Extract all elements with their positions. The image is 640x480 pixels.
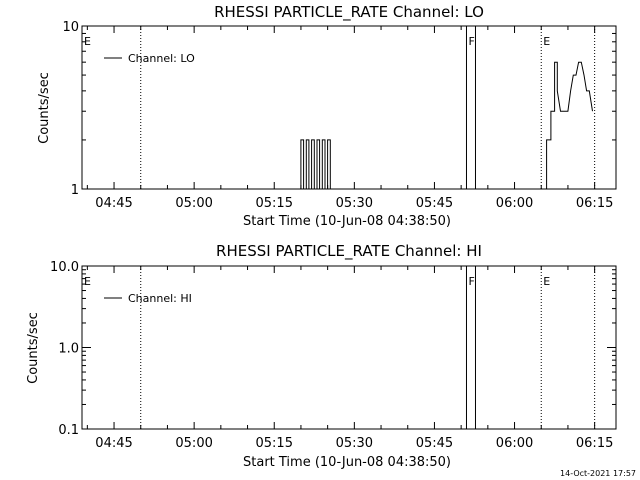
x-tick-label: 05:15 bbox=[256, 436, 293, 451]
x-tick-label: 05:00 bbox=[175, 196, 212, 211]
panel-lo-legend-label: Channel: LO bbox=[128, 52, 195, 65]
annotation-label: F bbox=[468, 275, 474, 288]
annotation-label: F bbox=[468, 35, 474, 48]
series-line bbox=[300, 61, 593, 190]
x-tick-label: 05:45 bbox=[416, 436, 453, 451]
annotation-label: E bbox=[84, 35, 91, 48]
panel-lo-title: RHESSI PARTICLE_RATE Channel: LO bbox=[214, 3, 484, 22]
y-tick-label: 0.1 bbox=[58, 423, 79, 438]
x-tick-label: 06:15 bbox=[576, 196, 613, 211]
annotation-label: E bbox=[543, 35, 550, 48]
y-tick-label: 10 bbox=[62, 20, 79, 35]
x-tick-label: 05:00 bbox=[175, 436, 212, 451]
panel-lo-y-label: Counts/sec bbox=[37, 72, 52, 144]
panel-lo-frame bbox=[81, 25, 617, 190]
y-tick-label: 1.0 bbox=[58, 342, 79, 357]
panel-lo: RHESSI PARTICLE_RATE Channel: LO 04:45 05… bbox=[37, 3, 617, 229]
y-tick-label: 1 bbox=[71, 183, 79, 198]
x-tick-label: 05:30 bbox=[336, 436, 373, 451]
panel-hi-y-axis: 0.1 1.0 10.0 bbox=[50, 260, 616, 438]
y-tick-label: 10.0 bbox=[50, 260, 79, 275]
x-tick-label: 06:15 bbox=[576, 436, 613, 451]
panel-lo-x-axis: 04:45 05:00 05:15 05:30 05:45 06:00 06:15 bbox=[86, 26, 613, 211]
panel-hi-frame bbox=[81, 265, 617, 430]
panel-hi-y-label: Counts/sec bbox=[26, 312, 41, 384]
x-tick-label: 06:00 bbox=[496, 196, 533, 211]
panel-lo-x-label: Start Time (10-Jun-08 04:38:50) bbox=[243, 214, 451, 229]
x-tick-label: 04:45 bbox=[95, 196, 132, 211]
annotation-label: E bbox=[543, 275, 550, 288]
x-tick-label: 06:00 bbox=[496, 436, 533, 451]
panel-hi-title: RHESSI PARTICLE_RATE Channel: HI bbox=[216, 242, 482, 261]
panel-lo-series bbox=[300, 61, 593, 190]
x-tick-label: 05:15 bbox=[256, 196, 293, 211]
x-tick-label: 05:45 bbox=[416, 196, 453, 211]
panel-hi-legend-label: Channel: HI bbox=[128, 292, 192, 305]
x-tick-label: 05:30 bbox=[336, 196, 373, 211]
annotation-label: E bbox=[84, 275, 91, 288]
panel-hi-x-label: Start Time (10-Jun-08 04:38:50) bbox=[243, 455, 451, 470]
x-tick-label: 04:45 bbox=[95, 436, 132, 451]
panel-hi-x-axis: 04:45 05:00 05:15 05:30 05:45 06:00 06:15 bbox=[86, 266, 613, 451]
footer-timestamp: 14-Oct-2021 17:57 bbox=[560, 469, 636, 478]
panel-lo-y-axis: 1 10 bbox=[62, 20, 616, 198]
panel-hi: RHESSI PARTICLE_RATE Channel: HI 04:45 05… bbox=[26, 242, 617, 470]
